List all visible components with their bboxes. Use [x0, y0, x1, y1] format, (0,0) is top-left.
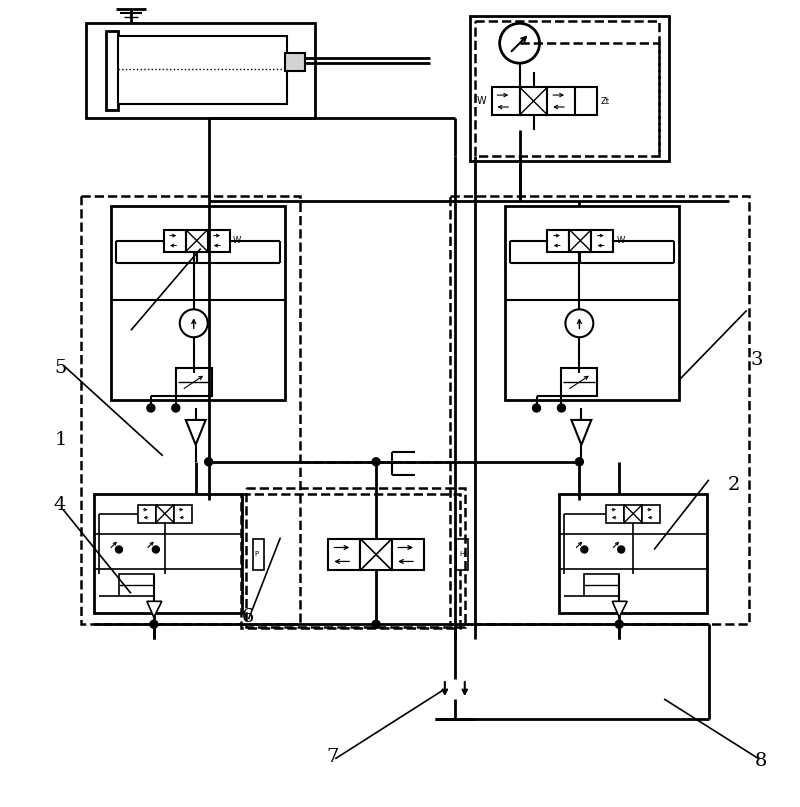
- Text: 2: 2: [728, 475, 740, 494]
- Bar: [253, 538, 265, 571]
- Bar: [492, 87, 519, 115]
- Bar: [119, 575, 154, 596]
- Bar: [86, 23, 315, 118]
- Bar: [559, 494, 707, 613]
- Circle shape: [152, 546, 159, 553]
- Bar: [570, 230, 591, 252]
- Text: W: W: [477, 96, 486, 106]
- Bar: [81, 196, 300, 625]
- Polygon shape: [571, 420, 591, 445]
- Text: 8: 8: [754, 752, 767, 770]
- Circle shape: [558, 404, 566, 412]
- Polygon shape: [186, 420, 206, 445]
- Bar: [575, 87, 598, 115]
- Circle shape: [533, 404, 541, 412]
- Circle shape: [618, 546, 625, 553]
- Polygon shape: [147, 601, 162, 617]
- Circle shape: [575, 458, 583, 466]
- Circle shape: [115, 546, 122, 553]
- Text: H: H: [459, 551, 465, 558]
- Text: W: W: [616, 236, 625, 245]
- Bar: [562, 368, 598, 396]
- Bar: [642, 504, 660, 523]
- Text: 4: 4: [53, 495, 66, 513]
- Bar: [456, 538, 468, 571]
- Circle shape: [205, 458, 213, 466]
- Polygon shape: [612, 601, 627, 617]
- Bar: [606, 504, 624, 523]
- Circle shape: [372, 458, 380, 466]
- Bar: [186, 230, 208, 252]
- Text: Zt: Zt: [600, 97, 610, 106]
- Bar: [591, 230, 614, 252]
- Bar: [118, 36, 287, 104]
- Circle shape: [150, 621, 158, 628]
- Circle shape: [581, 546, 588, 553]
- Bar: [392, 538, 424, 571]
- Bar: [174, 504, 192, 523]
- Bar: [286, 53, 306, 71]
- Text: 3: 3: [750, 351, 763, 369]
- Text: 6: 6: [242, 608, 254, 626]
- Bar: [94, 494, 242, 613]
- Bar: [450, 196, 749, 625]
- Circle shape: [147, 404, 155, 412]
- Bar: [164, 230, 186, 252]
- Bar: [547, 87, 575, 115]
- Bar: [328, 538, 360, 571]
- Text: P: P: [254, 551, 258, 558]
- Bar: [474, 21, 659, 156]
- Bar: [156, 504, 174, 523]
- Circle shape: [615, 621, 623, 628]
- Circle shape: [172, 404, 180, 412]
- Text: 7: 7: [326, 748, 338, 766]
- Bar: [176, 368, 212, 396]
- Circle shape: [372, 621, 380, 628]
- Text: 1: 1: [55, 431, 67, 449]
- Bar: [470, 16, 669, 161]
- Bar: [111, 206, 286, 400]
- Bar: [138, 504, 156, 523]
- Bar: [106, 31, 118, 110]
- Bar: [208, 230, 230, 252]
- Bar: [505, 206, 679, 400]
- Bar: [246, 487, 465, 627]
- Text: 5: 5: [54, 359, 66, 377]
- Text: W: W: [233, 236, 241, 245]
- Bar: [624, 504, 642, 523]
- Bar: [547, 230, 570, 252]
- Bar: [241, 494, 460, 628]
- Bar: [360, 538, 392, 571]
- Bar: [584, 575, 619, 596]
- Bar: [519, 87, 547, 115]
